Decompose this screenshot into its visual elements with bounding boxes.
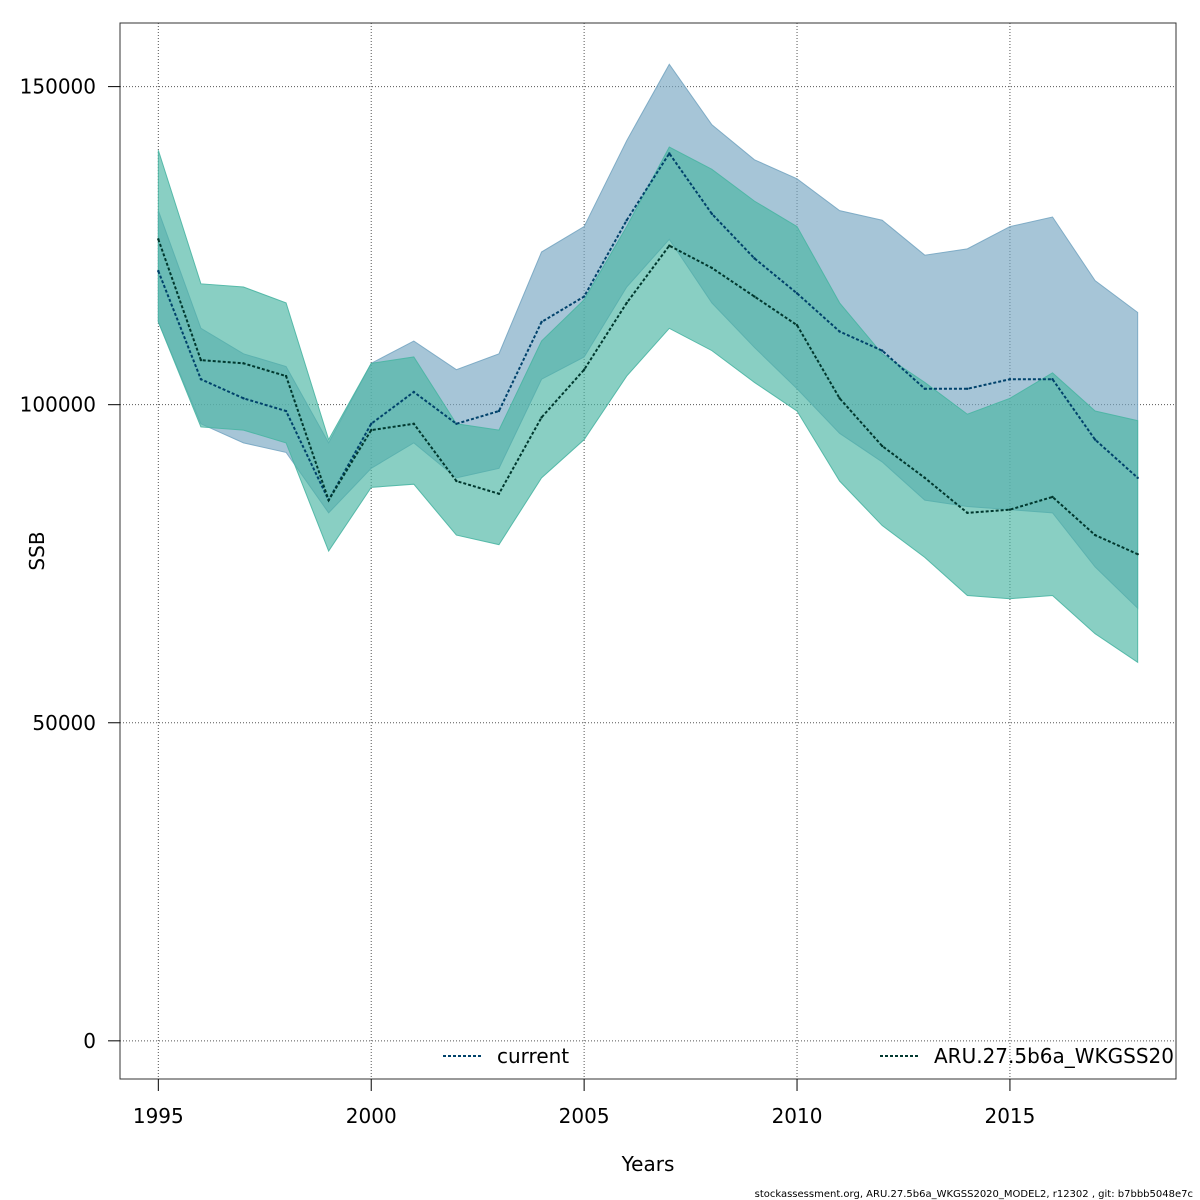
data-point-0 [668,152,671,155]
confidence-bands [157,63,1139,664]
data-point-1 [497,492,501,495]
data-point-1 [199,358,203,362]
data-point-1 [582,368,586,371]
data-point-0 [284,409,288,413]
data-point-1 [1008,508,1012,511]
data-point-0 [370,422,373,425]
data-point-0 [1051,378,1054,381]
data-point-1 [625,301,628,305]
data-point-0 [753,257,756,260]
data-point-0 [625,219,628,222]
data-point-0 [1008,378,1012,381]
y-axis: 0 50000 100000 150000 [20,75,120,1053]
y-tick-label: 150000 [20,75,96,99]
y-tick-label: 0 [83,1029,96,1053]
data-point-1 [880,444,884,448]
data-point-1 [412,422,416,425]
data-point-0 [880,349,884,352]
x-axis: 1995 2000 2005 2010 2015 [133,1079,1035,1128]
data-point-0 [1136,476,1139,480]
data-point-1 [753,295,756,298]
data-point-0 [1093,438,1097,441]
x-tick-label: 2015 [984,1104,1035,1128]
data-point-1 [157,238,160,241]
data-point-0 [795,292,799,295]
data-point-1 [923,476,926,480]
data-point-1 [1093,533,1097,537]
legend: current ARU.27.5b6a_WKGSS20 [443,1044,1174,1068]
legend-label-current: current [497,1044,569,1068]
data-point-0 [710,212,714,216]
data-point-0 [497,409,501,413]
data-point-1 [795,323,799,327]
plot-frame [119,22,1177,1080]
x-tick-label: 1995 [133,1104,184,1128]
data-point-1 [370,428,373,432]
data-point-1 [966,511,969,515]
x-axis-label: Years [621,1152,675,1176]
data-point-1 [455,479,458,483]
data-point-1 [1136,552,1139,556]
legend-label-aru: ARU.27.5b6a_WKGSS20 [934,1044,1174,1068]
data-point-1 [1051,495,1054,499]
data-point-0 [242,397,245,400]
footer-source: stockassessment.org, ARU.27.5b6a_WKGSS20… [755,1189,1193,1200]
data-point-1 [284,374,288,378]
data-point-1 [327,498,330,502]
data-point-0 [455,422,458,425]
series-line-0 [157,151,1139,503]
data-point-1 [838,397,841,400]
y-axis-label: SSB [25,531,49,570]
x-tick-label: 2005 [559,1104,610,1128]
data-point-0 [838,330,841,333]
data-point-0 [966,387,969,390]
data-point-0 [412,390,416,394]
series-lines [157,151,1139,556]
x-tick-label: 2000 [346,1104,397,1128]
data-point-0 [582,295,586,298]
data-point-0 [923,387,926,390]
data-point-1 [668,244,671,247]
data-point-0 [199,378,203,381]
confidence-band-1 [157,146,1139,664]
data-point-1 [540,416,543,419]
y-tick-label: 100000 [20,393,96,417]
data-point-0 [157,269,160,273]
data-point-1 [242,362,245,365]
y-tick-label: 50000 [32,711,96,735]
x-tick-label: 2010 [772,1104,823,1128]
data-point-0 [540,320,543,324]
data-point-1 [710,266,714,270]
